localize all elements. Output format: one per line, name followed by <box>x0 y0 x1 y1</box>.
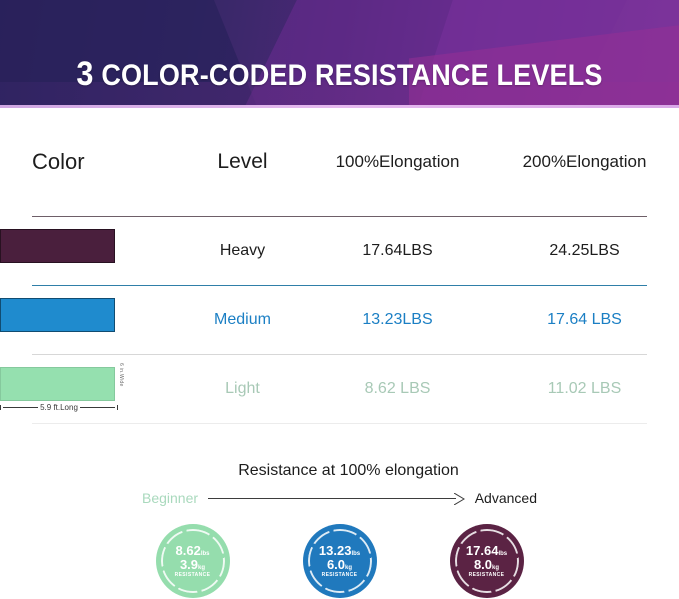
color-swatch-medium <box>0 298 115 332</box>
dimension-line-right <box>79 407 115 408</box>
color-swatch-light <box>0 367 115 401</box>
column-header-elongation-100: 100%Elongation <box>335 152 460 171</box>
resistance-table: Color Level 100%Elongation 200%Elongatio… <box>0 108 679 424</box>
scale-arrow-line <box>208 498 456 499</box>
column-header-color: Color <box>32 149 85 174</box>
color-swatch-heavy <box>0 229 115 263</box>
cell-elongation-200-heavy: 24.25LBS <box>549 242 620 259</box>
cell-elongation-100-light: 8.62 LBS <box>364 380 431 397</box>
badge-heavy: 17.64lbs 8.0kg RESISTANCE <box>449 524 524 598</box>
scale-title: Resistance at 100% elongation <box>238 462 459 479</box>
scale-arrow <box>208 492 465 506</box>
resistance-scale: Resistance at 100% elongation Beginner A… <box>0 462 679 506</box>
table-divider-bottom <box>32 423 647 424</box>
dimension-length-label: 5.9 ft.Long <box>40 403 78 412</box>
dimension-width-label: 6 in.Wide <box>118 363 124 387</box>
badge-ring-icon <box>307 529 372 593</box>
table-row: Medium 13.23LBS 17.64 LBS <box>0 286 679 354</box>
dimension-line-left <box>3 407 39 408</box>
cell-level-heavy: Heavy <box>219 242 266 259</box>
column-header-elongation-200: 200%Elongation <box>522 152 647 171</box>
table-divider-2 <box>32 354 647 355</box>
color-swatch-cell-light: 6 in.Wide 5.9 ft.Long <box>0 355 180 423</box>
cell-elongation-100-heavy: 17.64LBS <box>362 242 433 259</box>
cell-elongation-100-medium: 13.23LBS <box>362 311 433 328</box>
column-header-level: Level <box>217 150 268 173</box>
badge-ring-icon <box>454 529 519 593</box>
table-divider-1 <box>32 285 647 286</box>
scale-axis: Beginner Advanced <box>0 490 679 506</box>
scale-label-beginner: Beginner <box>142 490 199 506</box>
page-title: 3 COLOR-CODED RESISTANCE LEVELS <box>34 55 645 94</box>
scale-label-advanced: Advanced <box>474 490 537 506</box>
badge-ring-icon <box>160 529 225 593</box>
banner-underline <box>0 105 679 108</box>
header-banner: 3 COLOR-CODED RESISTANCE LEVELS <box>0 0 679 108</box>
cell-elongation-200-medium: 17.64 LBS <box>547 311 622 328</box>
color-swatch-cell-heavy <box>0 217 180 285</box>
table-header-row: Color Level 100%Elongation 200%Elongatio… <box>0 108 679 216</box>
badge-medium: 13.23lbs 6.0kg RESISTANCE <box>302 524 377 598</box>
resistance-badges: 8.62lbs 3.9kg RESISTANCE 13.23lbs 6.0kg … <box>0 524 679 598</box>
cell-level-light: Light <box>225 380 260 397</box>
page-title-number: 3 <box>76 55 94 93</box>
cell-level-medium: Medium <box>214 311 271 328</box>
color-swatch-cell-medium <box>0 286 180 354</box>
table-row: Heavy 17.64LBS 24.25LBS <box>0 217 679 285</box>
page-title-text: COLOR-CODED RESISTANCE LEVELS <box>93 59 603 92</box>
table-row: 6 in.Wide 5.9 ft.Long Light 8.62 LBS 11.… <box>0 355 679 423</box>
dimension-cap-right <box>117 405 118 410</box>
dimension-length-annotation: 5.9 ft.Long <box>0 403 118 412</box>
scale-arrow-head-icon <box>453 492 465 506</box>
cell-elongation-200-light: 11.02 LBS <box>547 380 622 397</box>
badge-light: 8.62lbs 3.9kg RESISTANCE <box>155 524 230 598</box>
table-divider-top <box>32 216 647 217</box>
dimension-cap-left <box>0 405 1 410</box>
